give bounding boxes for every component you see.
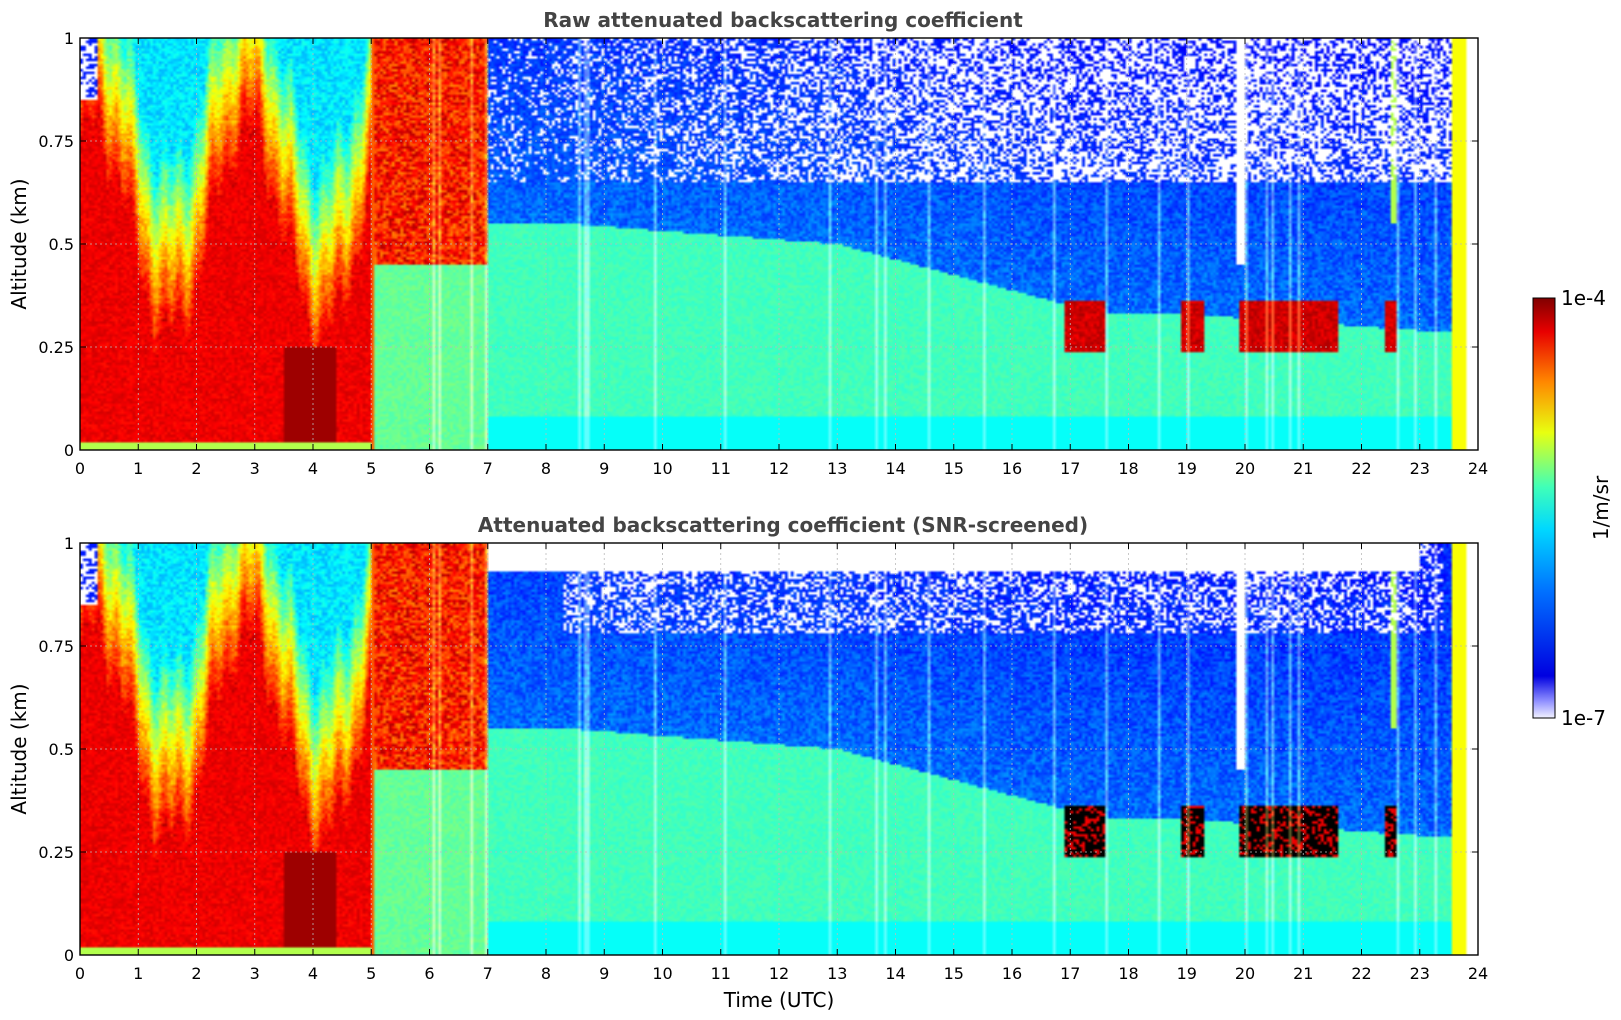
- panel-screened-x-axis: 0 1 2 3 4 5 6 7 8 9 10 11 12 13 14 15 16 17 18 19 20 21 22 23 24: [75, 543, 1488, 983]
- panel-screened-title: Attenuated backscattering coefficient (S…: [478, 513, 1088, 537]
- x-tick-label: 3: [250, 964, 260, 983]
- panel-screened-x-label: Time (UTC): [723, 988, 835, 1012]
- panel-raw-title: Raw attenuated backscattering coefficien…: [543, 8, 1023, 32]
- x-tick-label: 17: [1060, 964, 1080, 983]
- x-tick-label: 20: [1235, 459, 1255, 478]
- x-tick-label: 9: [599, 964, 609, 983]
- y-tick-label: 0.5: [49, 740, 74, 759]
- colorbar-units-label: 1/m/sr: [1589, 475, 1613, 540]
- panel-screened-y-label: Altitude (km): [7, 683, 31, 814]
- y-tick-label: 0.5: [49, 235, 74, 254]
- x-tick-label: 5: [366, 964, 376, 983]
- x-tick-label: 14: [885, 459, 905, 478]
- y-tick-label: 1: [64, 29, 74, 48]
- x-tick-label: 4: [308, 964, 318, 983]
- x-tick-label: 2: [191, 964, 201, 983]
- x-tick-label: 3: [250, 459, 260, 478]
- colorbar: 1e-4 1e-7 1/m/sr: [1532, 286, 1613, 730]
- x-tick-label: 17: [1060, 459, 1080, 478]
- panel-raw-gridlines: [80, 38, 1478, 450]
- x-tick-label: 21: [1293, 964, 1313, 983]
- x-tick-label: 5: [366, 459, 376, 478]
- x-tick-label: 0: [75, 964, 85, 983]
- x-tick-label: 13: [827, 964, 847, 983]
- panel-screened-gridlines: [80, 543, 1478, 955]
- x-tick-label: 10: [652, 964, 672, 983]
- panel-raw-y-axis: 0 0.25 0.5 0.75 1: [38, 29, 1478, 460]
- x-tick-label: 16: [1002, 964, 1022, 983]
- x-tick-label: 13: [827, 459, 847, 478]
- x-tick-label: 15: [944, 459, 964, 478]
- x-tick-label: 8: [541, 459, 551, 478]
- x-tick-label: 23: [1410, 964, 1430, 983]
- x-tick-label: 11: [711, 964, 731, 983]
- x-tick-label: 0: [75, 459, 85, 478]
- x-tick-label: 9: [599, 459, 609, 478]
- colorbar-min-label: 1e-7: [1561, 706, 1606, 730]
- colorbar-max-label: 1e-4: [1561, 286, 1606, 310]
- x-tick-label: 24: [1468, 964, 1488, 983]
- panel-raw-y-label: Altitude (km): [7, 178, 31, 309]
- x-tick-label: 22: [1351, 459, 1371, 478]
- x-tick-label: 14: [885, 964, 905, 983]
- x-tick-label: 6: [424, 459, 434, 478]
- x-tick-label: 7: [483, 964, 493, 983]
- x-tick-label: 1: [133, 964, 143, 983]
- x-tick-label: 22: [1351, 964, 1371, 983]
- colorbar-gradient: [1532, 297, 1556, 719]
- x-tick-label: 16: [1002, 459, 1022, 478]
- x-tick-label: 23: [1410, 459, 1430, 478]
- x-tick-label: 12: [769, 964, 789, 983]
- x-tick-label: 21: [1293, 459, 1313, 478]
- x-tick-label: 7: [483, 459, 493, 478]
- x-tick-label: 19: [1177, 964, 1197, 983]
- x-tick-label: 12: [769, 459, 789, 478]
- y-tick-label: 1: [64, 534, 74, 553]
- x-tick-label: 20: [1235, 964, 1255, 983]
- y-tick-label: 0: [64, 946, 74, 965]
- x-tick-label: 6: [424, 964, 434, 983]
- x-tick-label: 8: [541, 964, 551, 983]
- x-tick-label: 2: [191, 459, 201, 478]
- panel-raw: Raw attenuated backscattering coefficien…: [7, 8, 1488, 478]
- x-tick-label: 11: [711, 459, 731, 478]
- x-tick-label: 4: [308, 459, 318, 478]
- panel-screened-y-axis: 0 0.25 0.5 0.75 1: [38, 534, 1478, 965]
- panel-raw-x-axis: 0 1 2 3 4 5 6 7 8 9 10 11 12 13 14 15 16 17 18 19 20 21 22 23 24: [75, 38, 1488, 478]
- x-tick-label: 18: [1118, 964, 1138, 983]
- x-tick-label: 1: [133, 459, 143, 478]
- y-tick-label: 0.25: [38, 843, 74, 862]
- x-tick-label: 18: [1118, 459, 1138, 478]
- y-tick-label: 0.75: [38, 132, 74, 151]
- y-tick-label: 0: [64, 441, 74, 460]
- x-tick-label: 15: [944, 964, 964, 983]
- x-tick-label: 10: [652, 459, 672, 478]
- panel-screened: Attenuated backscattering coefficient (S…: [7, 513, 1488, 1012]
- x-tick-label: 24: [1468, 459, 1488, 478]
- x-tick-label: 19: [1177, 459, 1197, 478]
- y-tick-label: 0.75: [38, 637, 74, 656]
- y-tick-label: 0.25: [38, 338, 74, 357]
